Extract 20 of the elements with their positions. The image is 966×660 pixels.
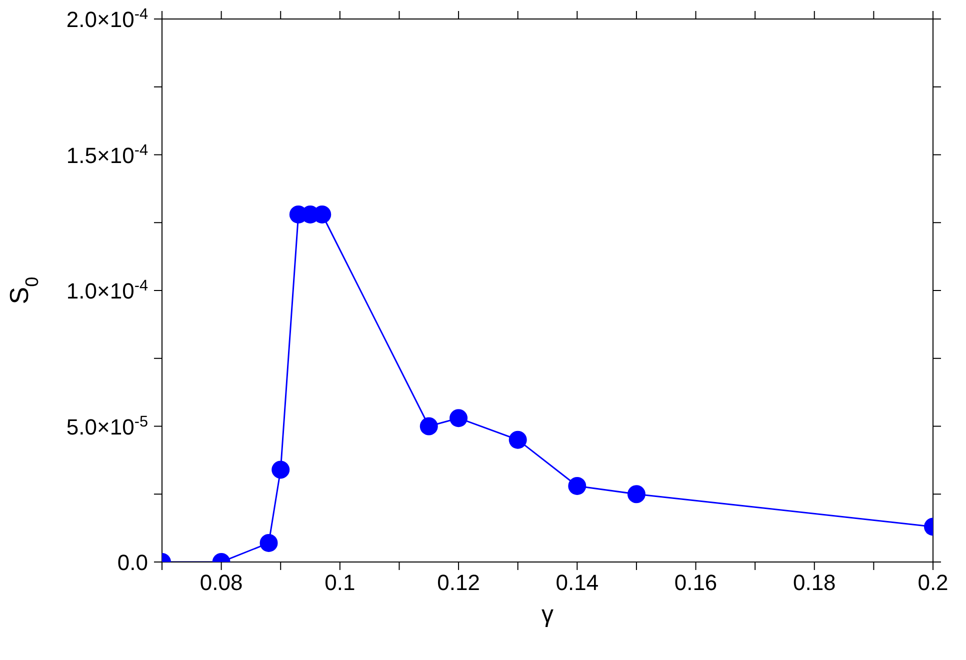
x-tick-label: 0.12 <box>437 570 480 595</box>
point <box>272 460 290 479</box>
x-tick-label: 0.2 <box>918 570 948 595</box>
x-tick-label: 0.08 <box>200 570 243 595</box>
point <box>420 417 438 436</box>
point <box>508 430 527 449</box>
y-tick-label: 5.0×10$^{-5}$ <box>66 412 148 440</box>
point <box>568 476 586 495</box>
point <box>450 409 468 428</box>
point <box>260 534 278 552</box>
x-tick-label: 0.18 <box>792 570 836 595</box>
x-tick-label: 0.16 <box>674 570 718 595</box>
y-tick-label: 1.5×10$^{-4}$ <box>66 141 148 168</box>
y-tick-label: 1.0×10$^{-4}$ <box>66 277 148 304</box>
y-tick-label: 2.0×10$^{-4}$ <box>66 6 148 32</box>
x-axis-title: γ <box>542 601 554 628</box>
x-tick-label: 0.1 <box>324 570 356 595</box>
point <box>627 485 646 504</box>
x-tick-label: 0.14 <box>556 570 599 595</box>
y-tick-label: 0.0 <box>117 550 148 575</box>
